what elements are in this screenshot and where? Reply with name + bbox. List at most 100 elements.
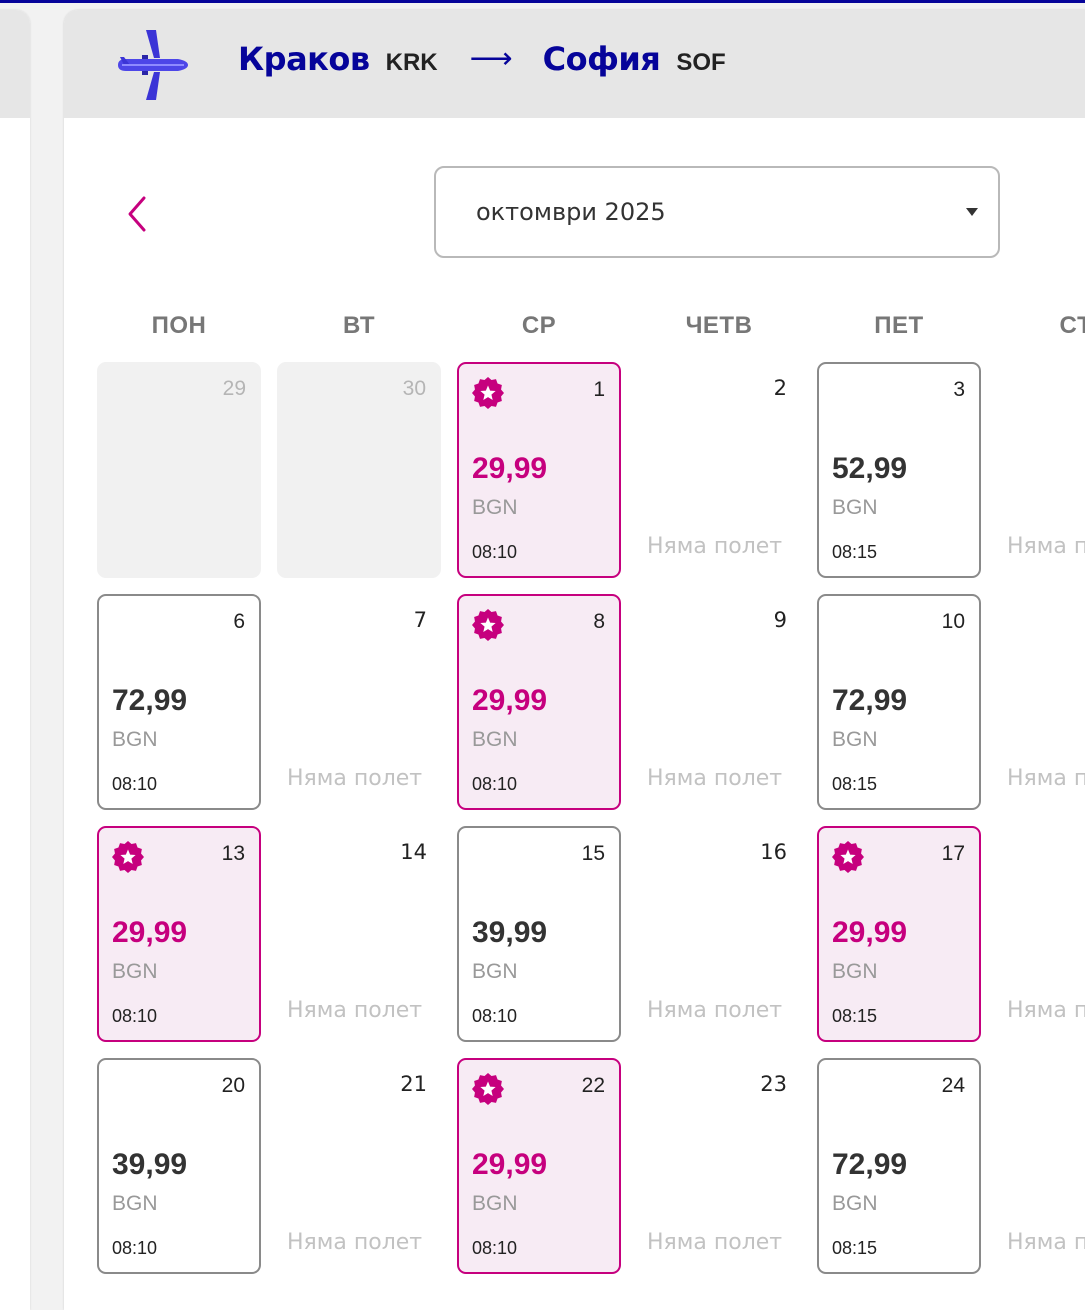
calendar-day-outside-month: 29 bbox=[97, 362, 261, 578]
departure-time: 08:10 bbox=[112, 774, 158, 794]
fare-price: 29,99 bbox=[472, 684, 548, 717]
no-flight-label: Няма полет bbox=[647, 766, 783, 791]
destination-city: София bbox=[542, 40, 661, 78]
day-number: 2 bbox=[773, 376, 787, 400]
calendar-day-no-flight: 23 Няма полет bbox=[637, 1058, 801, 1274]
calendar-day-no-flight: 16 Няма полет bbox=[637, 826, 801, 1042]
day-number: 1 bbox=[593, 378, 605, 401]
no-flight-label: Няма полет bbox=[647, 998, 783, 1023]
day-number: 17 bbox=[941, 842, 965, 865]
no-flight-label: Няма полет bbox=[1007, 534, 1085, 559]
day-number: 6 bbox=[233, 610, 245, 633]
departure-time: 08:15 bbox=[832, 542, 878, 562]
calendar-day-fare[interactable]: 3 52,99 BGN 08:15 bbox=[817, 362, 981, 578]
day-number: 3 bbox=[953, 378, 965, 401]
calendar-day-no-flight: Няма полет bbox=[997, 1058, 1085, 1274]
day-number: 13 bbox=[221, 842, 245, 865]
no-flight-label: Няма полет bbox=[1007, 998, 1085, 1023]
month-select-value: октомври 2025 bbox=[476, 198, 666, 226]
calendar-day-no-flight: 7 Няма полет bbox=[277, 594, 441, 810]
top-accent-line bbox=[0, 0, 1085, 3]
day-number: 16 bbox=[760, 840, 787, 864]
star-badge-icon bbox=[472, 609, 504, 641]
departure-time: 08:10 bbox=[112, 1238, 158, 1258]
fare-currency: BGN bbox=[472, 496, 518, 519]
calendar-day-fare[interactable]: 24 72,99 BGN 08:15 bbox=[817, 1058, 981, 1274]
calendar-day-no-flight: Няма полет bbox=[997, 826, 1085, 1042]
previous-month-button[interactable] bbox=[122, 192, 152, 236]
departure-time: 08:10 bbox=[472, 542, 518, 562]
day-number: 21 bbox=[400, 1072, 427, 1096]
calendar-day-no-flight: 14 Няма полет bbox=[277, 826, 441, 1042]
calendar-day-no-flight: 2 Няма полет bbox=[637, 362, 801, 578]
star-badge-icon bbox=[112, 841, 144, 873]
weekday-label: ПЕТ bbox=[874, 312, 924, 339]
departure-time: 08:15 bbox=[832, 774, 878, 794]
day-number: 24 bbox=[941, 1074, 965, 1097]
weekday-label: СЪ bbox=[1059, 312, 1085, 339]
departure-time: 08:15 bbox=[832, 1006, 878, 1026]
departure-time: 08:10 bbox=[112, 1006, 158, 1026]
fare-price: 52,99 bbox=[832, 452, 908, 485]
day-number: 8 bbox=[593, 610, 605, 633]
fare-price: 72,99 bbox=[112, 684, 188, 717]
no-flight-label: Няма полет bbox=[287, 998, 423, 1023]
departure-time: 08:10 bbox=[472, 1238, 518, 1258]
fare-price: 72,99 bbox=[832, 684, 908, 717]
day-number: 9 bbox=[773, 608, 787, 632]
star-badge-icon bbox=[832, 841, 864, 873]
day-number: 23 bbox=[760, 1072, 787, 1096]
calendar-day-no-flight: 21 Няма полет bbox=[277, 1058, 441, 1274]
fare-price: 29,99 bbox=[832, 916, 908, 949]
chevron-down-icon bbox=[966, 208, 978, 216]
calendar-day-outside-month: 30 bbox=[277, 362, 441, 578]
calendar-day-fare[interactable]: 6 72,99 BGN 08:10 bbox=[97, 594, 261, 810]
day-number: 10 bbox=[941, 610, 965, 633]
month-select[interactable]: октомври 2025 bbox=[434, 166, 1000, 258]
fare-currency: BGN bbox=[472, 728, 518, 751]
weekday-label: ВТ bbox=[342, 312, 376, 339]
day-number: 29 bbox=[222, 377, 246, 400]
fare-currency: BGN bbox=[112, 960, 158, 983]
day-number: 15 bbox=[581, 842, 605, 865]
calendar-day-no-flight: Няма полет bbox=[997, 362, 1085, 578]
weekday-label: ПОН bbox=[151, 312, 207, 339]
star-badge-icon bbox=[472, 377, 504, 409]
calendar-day-fare[interactable]: 10 72,99 BGN 08:15 bbox=[817, 594, 981, 810]
no-flight-label: Няма полет bbox=[287, 766, 423, 791]
day-number: 30 bbox=[402, 377, 426, 400]
departure-time: 08:10 bbox=[472, 774, 518, 794]
no-flight-label: Няма полет bbox=[1007, 766, 1085, 791]
fare-currency: BGN bbox=[112, 1192, 158, 1215]
left-side-panel bbox=[0, 10, 30, 1310]
weekday-label: ЧЕТВ bbox=[685, 312, 753, 339]
calendar-day-fare[interactable]: 15 39,99 BGN 08:10 bbox=[457, 826, 621, 1042]
fare-currency: BGN bbox=[832, 728, 878, 751]
day-number: 22 bbox=[581, 1074, 605, 1097]
destination-code: SOF bbox=[676, 49, 726, 76]
route-arrow: ⟶ bbox=[469, 42, 513, 75]
calendar-day-fare[interactable]: 13 29,99 BGN 08:10 bbox=[97, 826, 261, 1042]
calendar-day-fare[interactable]: 22 29,99 BGN 08:10 bbox=[457, 1058, 621, 1274]
no-flight-label: Няма полет bbox=[1007, 1230, 1085, 1255]
weekday-label: СР bbox=[521, 312, 557, 339]
fare-calendar-panel: Краков KRK ⟶ София SOF октомври 2025 ПОН… bbox=[64, 10, 1085, 1310]
fare-price: 29,99 bbox=[472, 1148, 548, 1181]
no-flight-label: Няма полет bbox=[647, 534, 783, 559]
calendar-day-fare[interactable]: 20 39,99 BGN 08:10 bbox=[97, 1058, 261, 1274]
fare-currency: BGN bbox=[472, 1192, 518, 1215]
fare-price: 29,99 bbox=[112, 916, 188, 949]
fare-price: 29,99 bbox=[472, 452, 548, 485]
fare-price: 39,99 bbox=[112, 1148, 188, 1181]
calendar-day-fare[interactable]: 8 29,99 BGN 08:10 bbox=[457, 594, 621, 810]
day-number: 7 bbox=[413, 608, 427, 632]
departure-time: 08:15 bbox=[832, 1238, 878, 1258]
route-header: Краков KRK ⟶ София SOF bbox=[64, 10, 1085, 118]
calendar-day-fare[interactable]: 1 29,99 BGN 08:10 bbox=[457, 362, 621, 578]
fare-price: 39,99 bbox=[472, 916, 548, 949]
departure-time: 08:10 bbox=[472, 1006, 518, 1026]
calendar-day-no-flight: 9 Няма полет bbox=[637, 594, 801, 810]
left-panel-header bbox=[0, 10, 30, 118]
fare-currency: BGN bbox=[112, 728, 158, 751]
calendar-day-fare[interactable]: 17 29,99 BGN 08:15 bbox=[817, 826, 981, 1042]
